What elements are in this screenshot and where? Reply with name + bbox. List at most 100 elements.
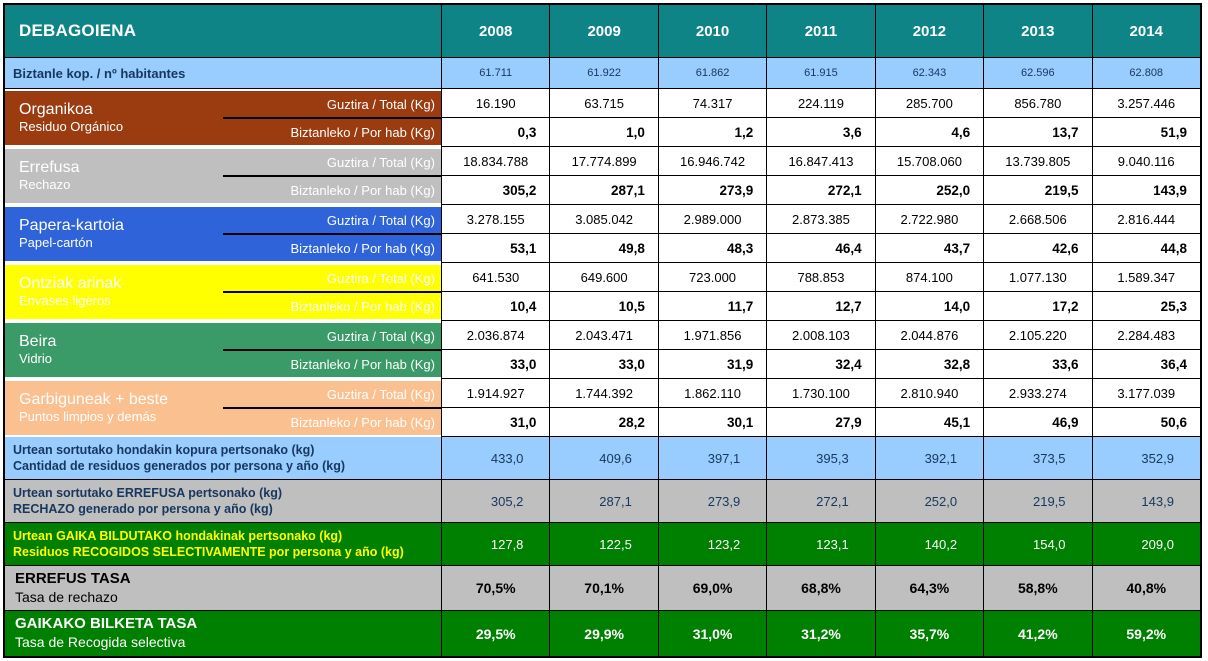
summary-cell: 392,1 (874, 437, 983, 479)
total-cell: 1.077.130 (983, 263, 1092, 292)
total-values-row: 16.190 63.715 74.317 224.119 285.700 856.780 3… (441, 89, 1200, 118)
per-capita-cell: 13,7 (983, 118, 1092, 147)
per-capita-cell: 32,8 (874, 350, 984, 379)
category-metric-labels: Guztira / Total (Kg) Biztanleko / Por ha… (223, 381, 441, 435)
total-cell: 2.933.274 (983, 379, 1092, 408)
per-capita-cell: 287,1 (549, 176, 658, 205)
population-cell: 62.808 (1091, 58, 1200, 88)
year-header: 2009 (549, 5, 657, 57)
rate-title: ERREFUS TASA (15, 569, 131, 587)
total-cell: 3.177.039 (1091, 379, 1200, 408)
total-values-row: 18.834.788 17.774.899 16.946.742 16.847.413… (441, 147, 1200, 176)
summary-cell: 123,2 (657, 523, 766, 565)
per-capita-cell: 46,4 (766, 234, 875, 263)
rate-cell: 64,3% (874, 566, 983, 610)
total-cell: 2.810.940 (874, 379, 984, 408)
total-cell: 2.036.874 (441, 321, 550, 350)
total-values-row: 2.036.874 2.043.471 1.971.856 2.008.103 2.04… (441, 321, 1200, 350)
category-title: Garbiguneak + beste (19, 391, 168, 409)
total-values-row: 3.278.155 3.085.042 2.989.000 2.873.385 2.72… (441, 205, 1200, 234)
rate-cell: 70,1% (549, 566, 657, 610)
category-block-garbiguneak: Garbiguneak + beste Puntos limpios y dem… (5, 379, 1200, 437)
rate-values: 70,5% 70,1% 69,0% 68,8% 64,3% 58,8% 40,8% (441, 566, 1200, 610)
year-header: 2010 (657, 5, 766, 57)
summary-label: Urtean GAIKA BILDUTAKO hondakinak pertso… (5, 523, 441, 565)
category-values: 18.834.788 17.774.899 16.946.742 16.847.413… (441, 147, 1200, 205)
per-capita-label: Biztanleko / Por hab (Kg) (223, 291, 441, 319)
category-title: Organikoa (19, 101, 93, 119)
summary-cell: 352,9 (1091, 437, 1200, 479)
per-capita-label: Biztanleko / Por hab (Kg) (223, 175, 441, 203)
per-capita-cell: 273,9 (657, 176, 767, 205)
category-subtitle: Papel-cartón (19, 234, 93, 250)
rate-cell: 59,2% (1091, 611, 1200, 656)
total-label: Guztira / Total (Kg) (326, 212, 435, 228)
category-subtitle: Rechazo (19, 176, 71, 192)
rate-subtitle: Tasa de rechazo (15, 588, 118, 605)
per-capita-cell: 33,0 (549, 350, 658, 379)
summary-cell: 219,5 (983, 480, 1091, 522)
summary-cell: 273,9 (657, 480, 766, 522)
total-cell: 16.190 (441, 89, 550, 118)
category-title: Errefusa (19, 159, 80, 177)
population-values: 61.711 61.922 61.862 61.915 62.343 62.596 62.8… (441, 58, 1200, 88)
category-label: Ontziak arinak Envases ligéros Guztira /… (5, 263, 441, 321)
summary-cell: 373,5 (983, 437, 1091, 479)
summary-cell: 143,9 (1091, 480, 1200, 522)
summary-label-eu: Urtean GAIKA BILDUTAKO hondakinak pertso… (13, 528, 343, 543)
total-cell: 2.989.000 (657, 205, 767, 234)
summary-label: Urtean sortutako ERREFUSA pertsonako (kg… (5, 480, 441, 522)
per-capita-cell: 252,0 (874, 176, 984, 205)
per-capita-cell: 272,1 (766, 176, 875, 205)
total-cell: 788.853 (766, 263, 875, 292)
total-cell: 2.816.444 (1091, 205, 1200, 234)
per-capita-cell: 10,4 (441, 292, 550, 321)
per-capita-values-row: 10,4 10,5 11,7 12,7 14,0 17,2 25,3 (441, 292, 1200, 321)
population-row: Biztanle kop. / nº habitantes 61.711 61.9… (5, 58, 1200, 89)
population-label: Biztanle kop. / nº habitantes (13, 65, 186, 81)
total-cell: 1.914.927 (441, 379, 550, 408)
total-cell: 723.000 (657, 263, 767, 292)
summary-label-eu: Urtean sortutako hondakin kopura pertson… (13, 442, 315, 457)
rate-values: 29,5% 29,9% 31,0% 31,2% 35,7% 41,2% 59,2% (441, 611, 1200, 656)
category-title: Papera-kartoia (19, 217, 124, 235)
rate-cell: 68,8% (766, 566, 874, 610)
summary-label-es: RECHAZO generado por persona y año (kg) (13, 502, 273, 516)
per-capita-cell: 31,9 (657, 350, 767, 379)
summary-values: 127,8 122,5 123,2 123,1 140,2 154,0 209,0 (441, 523, 1200, 565)
summary-cell: 409,6 (549, 437, 657, 479)
category-title: Ontziak arinak (19, 275, 122, 293)
total-cell: 856.780 (983, 89, 1092, 118)
population-cell: 61.922 (549, 58, 657, 88)
total-cell: 874.100 (874, 263, 984, 292)
total-cell: 18.834.788 (441, 147, 550, 176)
category-subtitle: Puntos limpios y demás (19, 408, 157, 424)
per-capita-label: Biztanleko / Por hab (Kg) (223, 349, 441, 377)
total-cell: 224.119 (766, 89, 875, 118)
category-values: 16.190 63.715 74.317 224.119 285.700 856.780 3… (441, 89, 1200, 147)
category-label: Garbiguneak + beste Puntos limpios y dem… (5, 379, 441, 437)
per-capita-cell: 143,9 (1091, 176, 1200, 205)
rate-row-selective: GAIKAKO BILKETA TASA Tasa de Recogida se… (5, 611, 1200, 656)
total-values-row: 1.914.927 1.744.392 1.862.110 1.730.100 2.81… (441, 379, 1200, 408)
year-header: 2014 (1091, 5, 1200, 57)
total-cell: 1.744.392 (549, 379, 658, 408)
per-capita-label: Biztanleko / Por hab (Kg) (223, 117, 441, 145)
per-capita-values-row: 0,3 1,0 1,2 3,6 4,6 13,7 51,9 (441, 118, 1200, 147)
per-capita-cell: 17,2 (983, 292, 1092, 321)
per-capita-cell: 11,7 (657, 292, 767, 321)
category-title: Beira (19, 333, 57, 351)
total-cell: 3.257.446 (1091, 89, 1200, 118)
rate-cell: 31,2% (766, 611, 874, 656)
summary-cell: 209,0 (1091, 523, 1200, 565)
per-capita-cell: 53,1 (441, 234, 550, 263)
summary-cell: 127,8 (441, 523, 549, 565)
total-cell: 3.278.155 (441, 205, 550, 234)
category-title-wrap: Organikoa Residuo Orgánico (5, 91, 223, 145)
total-cell: 16.946.742 (657, 147, 767, 176)
year-header: 2013 (983, 5, 1091, 57)
per-capita-cell: 50,6 (1091, 408, 1200, 437)
category-block-organikoa: Organikoa Residuo Orgánico Guztira / Tot… (5, 89, 1200, 147)
summary-cell: 395,3 (766, 437, 874, 479)
per-capita-cell: 28,2 (549, 408, 658, 437)
